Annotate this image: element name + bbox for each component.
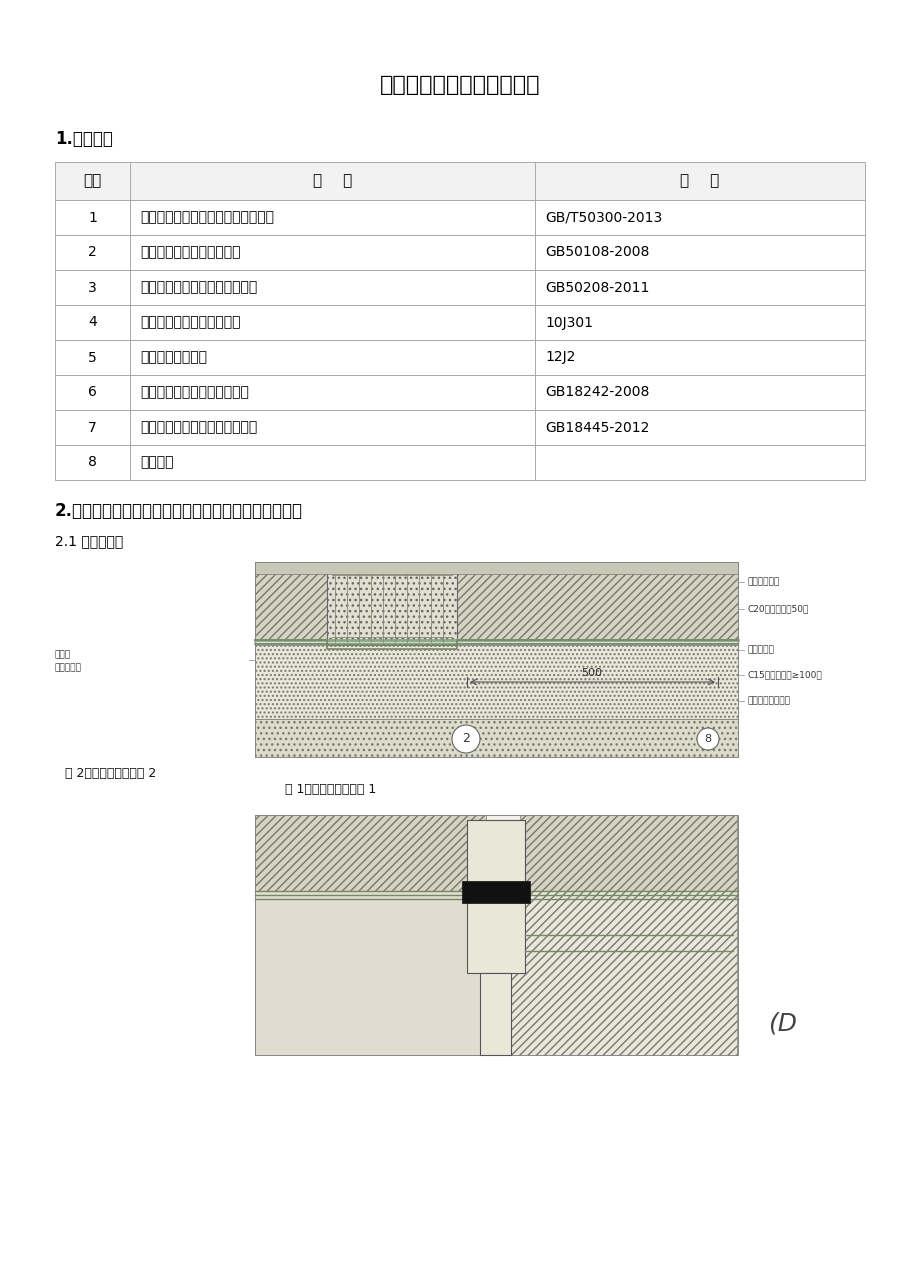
Text: 底板防水层: 底板防水层 xyxy=(747,645,774,654)
Bar xyxy=(130,445,535,480)
Bar xyxy=(255,719,737,756)
Bar xyxy=(255,562,737,640)
Bar xyxy=(535,163,864,200)
Text: GB50108-2008: GB50108-2008 xyxy=(544,246,649,260)
Text: 4: 4 xyxy=(88,315,96,329)
Bar xyxy=(480,973,510,1055)
Bar xyxy=(55,236,130,270)
Bar xyxy=(130,270,535,305)
Text: 12J2: 12J2 xyxy=(544,351,574,365)
Text: GB/T50300-2013: GB/T50300-2013 xyxy=(544,210,662,224)
Text: 8: 8 xyxy=(704,733,710,744)
Bar xyxy=(255,562,737,573)
Text: 《地下建筑防水构造图集》: 《地下建筑防水构造图集》 xyxy=(140,315,240,329)
Text: 桩基础: 桩基础 xyxy=(55,650,71,659)
Text: 桩基础钢筋: 桩基础钢筋 xyxy=(55,663,82,672)
Bar xyxy=(467,820,525,973)
Text: 编    号: 编 号 xyxy=(680,174,719,188)
Bar xyxy=(55,445,130,480)
Bar xyxy=(255,815,485,891)
Text: 2: 2 xyxy=(88,246,96,260)
Text: 图 1：桩基础防水详图 1: 图 1：桩基础防水详图 1 xyxy=(285,783,376,796)
Bar xyxy=(461,881,529,902)
Bar xyxy=(55,200,130,236)
Bar xyxy=(55,270,130,305)
Bar xyxy=(255,815,737,1055)
Circle shape xyxy=(697,728,719,750)
Bar xyxy=(55,375,130,410)
Bar xyxy=(130,236,535,270)
Bar xyxy=(535,410,864,445)
Bar xyxy=(535,375,864,410)
Bar xyxy=(130,340,535,375)
Text: 5: 5 xyxy=(88,351,96,365)
Text: 7: 7 xyxy=(88,421,96,434)
Text: 《建筑工程施工质量验收统一标准》: 《建筑工程施工质量验收统一标准》 xyxy=(140,210,274,224)
Bar xyxy=(255,562,737,756)
Bar xyxy=(535,270,864,305)
Bar xyxy=(55,410,130,445)
Text: 1.编制依据: 1.编制依据 xyxy=(55,131,113,148)
Text: 3: 3 xyxy=(88,280,96,294)
Text: 2: 2 xyxy=(461,732,470,745)
Text: (D: (D xyxy=(767,1011,796,1036)
Text: 地基土或素土夯实: 地基土或素土夯实 xyxy=(747,696,790,705)
Bar xyxy=(130,375,535,410)
Text: 《地下防水工程质量验收规范》: 《地下防水工程质量验收规范》 xyxy=(140,280,257,294)
Bar xyxy=(519,815,736,891)
Bar xyxy=(255,891,495,1055)
Bar xyxy=(535,305,864,340)
Text: C20细石混凝土50厚: C20细石混凝土50厚 xyxy=(747,604,809,613)
Bar xyxy=(55,305,130,340)
Text: 主体结构底板: 主体结构底板 xyxy=(747,577,779,586)
Bar xyxy=(535,445,864,480)
Text: 图 2：桩基础防水详图 2: 图 2：桩基础防水详图 2 xyxy=(65,767,156,780)
Text: GB18445-2012: GB18445-2012 xyxy=(544,421,649,434)
Text: 名    称: 名 称 xyxy=(312,174,352,188)
Text: 1: 1 xyxy=(88,210,96,224)
Bar xyxy=(130,305,535,340)
Text: 地下室桩基头防水施工方案: 地下室桩基头防水施工方案 xyxy=(380,76,539,95)
Text: C15混凝土垫层≥100厚: C15混凝土垫层≥100厚 xyxy=(747,671,822,680)
Text: 2.1 桩基础防水: 2.1 桩基础防水 xyxy=(55,534,123,548)
Text: 《水泥基渗透结晶型防水材料》: 《水泥基渗透结晶型防水材料》 xyxy=(140,421,257,434)
Bar xyxy=(535,340,864,375)
Text: GB50208-2011: GB50208-2011 xyxy=(544,280,649,294)
Bar xyxy=(130,200,535,236)
Text: 8: 8 xyxy=(88,456,96,470)
Text: 10J301: 10J301 xyxy=(544,315,593,329)
Text: 6: 6 xyxy=(88,385,96,399)
Text: GB18242-2008: GB18242-2008 xyxy=(544,385,649,399)
Circle shape xyxy=(451,724,480,753)
Text: 《弹性体改性沥青防水卷材》: 《弹性体改性沥青防水卷材》 xyxy=(140,385,249,399)
Text: 500: 500 xyxy=(581,668,602,678)
Bar xyxy=(326,567,457,645)
Bar xyxy=(535,200,864,236)
Text: 2.桩头桩基础防水结构图（以施工图纸为准仅供参考）: 2.桩头桩基础防水结构图（以施工图纸为准仅供参考） xyxy=(55,502,302,520)
Text: 序号: 序号 xyxy=(84,174,101,188)
Bar xyxy=(130,410,535,445)
Bar xyxy=(130,163,535,200)
Text: 《地下工程防水技术规范》: 《地下工程防水技术规范》 xyxy=(140,246,240,260)
Bar xyxy=(495,891,736,1055)
Bar xyxy=(535,236,864,270)
Bar xyxy=(55,340,130,375)
Text: 《地下工程防水》: 《地下工程防水》 xyxy=(140,351,207,365)
Bar xyxy=(255,645,737,719)
Text: 施工图纸: 施工图纸 xyxy=(140,456,174,470)
Bar xyxy=(55,163,130,200)
